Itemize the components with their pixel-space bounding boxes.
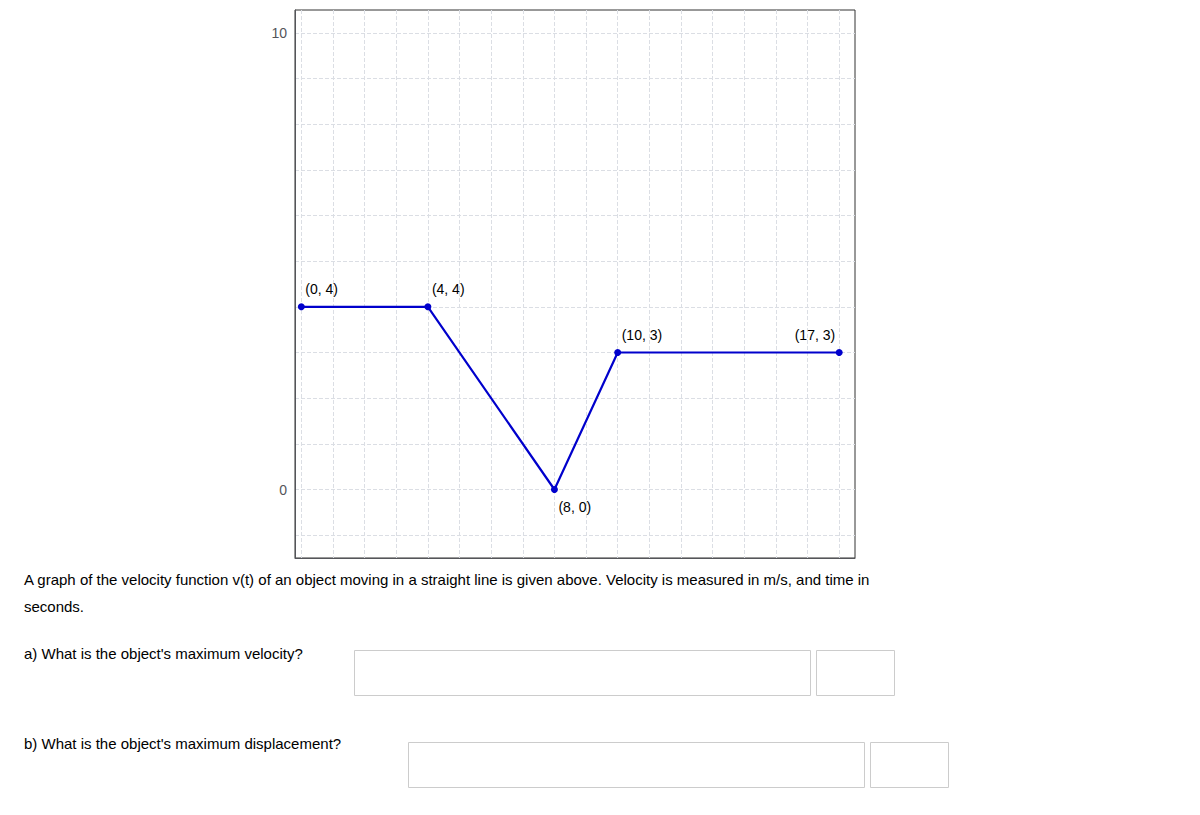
svg-text:a) What is the object's maximu: a) What is the object's maximum velocity… (24, 645, 303, 662)
svg-text:A graph of the velocity functi: A graph of the velocity function v(t) of… (24, 571, 869, 588)
svg-text:(0, 4): (0, 4) (305, 281, 338, 297)
svg-text:b) What is the object's maximu: b) What is the object's maximum displace… (24, 735, 341, 752)
svg-text:(4, 4): (4, 4) (432, 281, 465, 297)
svg-text:0: 0 (279, 482, 287, 498)
svg-text:(8, 0): (8, 0) (558, 499, 591, 515)
svg-text:(10, 3): (10, 3) (622, 327, 662, 343)
svg-text:(17, 3): (17, 3) (795, 327, 835, 343)
svg-text:10: 10 (271, 25, 287, 41)
svg-text:seconds.: seconds. (24, 598, 84, 615)
